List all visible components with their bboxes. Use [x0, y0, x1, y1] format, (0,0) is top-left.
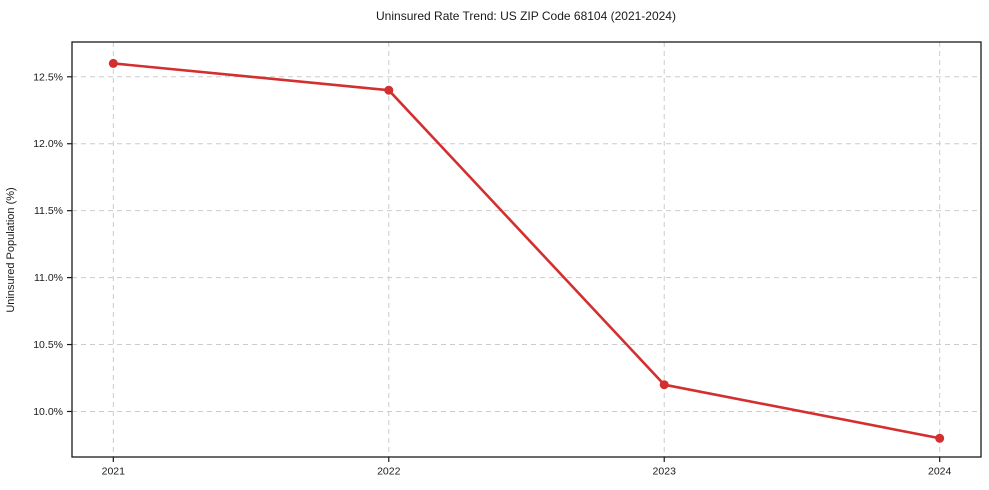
y-tick-label: 11.0% — [34, 272, 63, 284]
y-tick-label: 12.5% — [33, 71, 63, 83]
data-point — [384, 85, 394, 95]
axis-layer: 10.0% 10.5% 11.0% 11.5% 12.0% 12.5% 2021 2022 20… — [33, 41, 982, 478]
x-tick-label: 2024 — [928, 466, 952, 478]
grid-layer — [72, 42, 981, 457]
y-tick-label: 11.5% — [34, 205, 63, 217]
data-point — [935, 433, 945, 443]
trend-line — [112, 62, 941, 440]
y-axis-label: Uninsured Population (%) — [5, 187, 17, 312]
y-tick-label: 10.0% — [33, 406, 63, 418]
y-tick-label: 12.0% — [33, 138, 63, 150]
chart-title: Uninsured Rate Trend: US ZIP Code 68104 … — [376, 9, 676, 23]
y-tick-label: 10.5% — [33, 339, 63, 351]
data-point — [108, 58, 118, 68]
plot-border — [71, 41, 982, 458]
x-tick-label: 2021 — [102, 466, 126, 478]
data-layer — [108, 58, 945, 443]
data-point — [659, 380, 669, 390]
x-tick-label: 2023 — [653, 466, 677, 478]
x-tick-label: 2022 — [377, 466, 401, 478]
